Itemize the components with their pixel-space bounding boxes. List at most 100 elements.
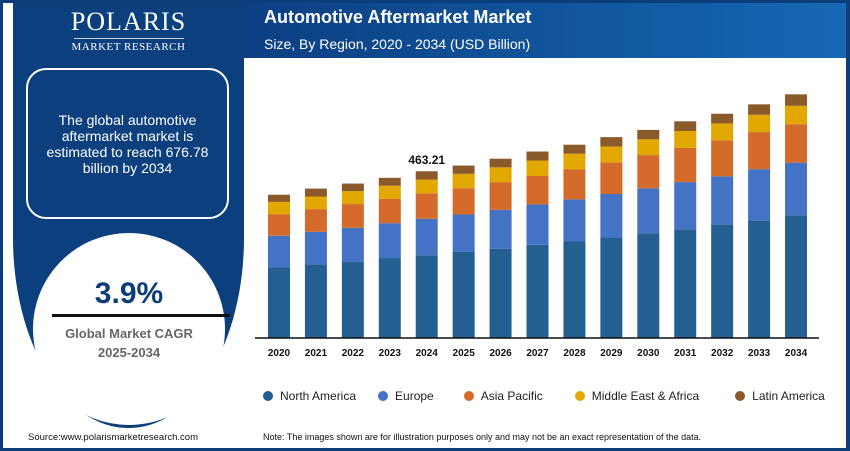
legend: North America Europe Asia Pacific Middle Ea… — [263, 389, 825, 403]
note-text: Note: The images shown are for illustrat… — [263, 432, 702, 442]
stacked-bar-chart: 2020 2021 2022 2023 2024 463.21 2025 2026 2027 20… — [255, 94, 819, 359]
legend-item: Europe — [378, 389, 434, 403]
bar-north-america-2034 — [785, 215, 808, 338]
legend-swatch — [574, 391, 585, 401]
x-tick-label: 2033 — [748, 348, 771, 359]
summary-box: The global automotive aftermarket market… — [26, 68, 229, 219]
legend-label: North America — [280, 389, 357, 403]
bar-latin-america-2031 — [674, 121, 697, 131]
bar-middle-east-africa-2033 — [748, 114, 771, 133]
bar-latin-america-2028 — [563, 144, 586, 154]
bar-middle-east-africa-2031 — [674, 131, 697, 148]
bar-north-america-2023 — [378, 258, 401, 338]
bar-europe-2022 — [341, 227, 364, 263]
bar-middle-east-africa-2027 — [526, 160, 549, 176]
bar-latin-america-2029 — [600, 137, 623, 147]
divider — [52, 314, 230, 317]
bar-north-america-2030 — [637, 233, 660, 338]
bar-latin-america-2021 — [304, 188, 327, 197]
bar-asia-pacific-2021 — [304, 209, 327, 232]
bar-latin-america-2024 — [415, 171, 438, 180]
legend-label: Asia Pacific — [480, 389, 543, 403]
bar-north-america-2028 — [563, 241, 586, 338]
x-tick-label: 2022 — [342, 348, 365, 359]
bar-europe-2028 — [563, 199, 586, 242]
legend-item: Latin America — [735, 389, 825, 403]
bar-middle-east-africa-2030 — [637, 139, 660, 156]
x-tick-label: 2029 — [600, 348, 623, 359]
bar-asia-pacific-2028 — [563, 169, 586, 200]
bar-north-america-2020 — [268, 267, 290, 338]
bar-asia-pacific-2022 — [341, 204, 364, 228]
bar-latin-america-2023 — [378, 177, 401, 186]
legend-swatch — [735, 391, 746, 401]
bar-middle-east-africa-2032 — [711, 123, 734, 141]
bar-north-america-2021 — [304, 264, 327, 338]
bar-middle-east-africa-2020 — [268, 201, 290, 215]
bar-europe-2033 — [748, 169, 771, 221]
x-tick-label: 2021 — [305, 348, 328, 359]
bar-middle-east-africa-2022 — [341, 191, 364, 205]
x-tick-label: 2023 — [379, 348, 402, 359]
bar-asia-pacific-2027 — [526, 176, 549, 205]
bar-middle-east-africa-2024 — [415, 179, 438, 194]
bar-asia-pacific-2020 — [268, 214, 290, 236]
cagr-period: 2025-2034 — [97, 345, 161, 360]
x-tick-label: 2024 — [416, 348, 439, 359]
x-tick-label: 2020 — [268, 348, 291, 359]
cagr-circle: 3.9% Global Market CAGR 2025-2034 — [33, 233, 230, 425]
bar-europe-2027 — [526, 204, 549, 245]
x-tick-label: 2027 — [526, 348, 549, 359]
x-tick-label: 2025 — [453, 348, 476, 359]
bar-asia-pacific-2030 — [637, 155, 660, 189]
x-tick-label: 2030 — [637, 348, 660, 359]
bar-middle-east-africa-2028 — [563, 153, 586, 170]
bar-europe-2032 — [711, 176, 734, 225]
bar-north-america-2027 — [526, 244, 549, 338]
bar-europe-2034 — [785, 162, 808, 216]
bar-asia-pacific-2025 — [452, 188, 475, 215]
bar-latin-america-2032 — [711, 113, 734, 124]
bar-north-america-2032 — [711, 224, 734, 338]
legend-label: Europe — [395, 389, 434, 403]
bar-north-america-2022 — [341, 262, 364, 338]
x-tick-label: 2031 — [674, 348, 697, 359]
legend-swatch — [463, 391, 474, 401]
bar-middle-east-africa-2034 — [785, 105, 808, 125]
bar-europe-2024 — [415, 218, 438, 256]
legend-item: Asia Pacific — [463, 389, 543, 403]
bar-north-america-2033 — [748, 220, 771, 338]
bar-north-america-2025 — [452, 251, 475, 338]
bar-europe-2029 — [600, 194, 623, 238]
bar-latin-america-2020 — [268, 194, 290, 202]
cagr-label: Global Market CAGR — [65, 326, 193, 341]
bar-europe-2021 — [304, 231, 327, 265]
legend-swatch — [378, 391, 389, 401]
x-tick-label: 2032 — [711, 348, 734, 359]
bar-asia-pacific-2029 — [600, 162, 623, 194]
bar-asia-pacific-2031 — [674, 147, 697, 183]
bar-north-america-2024 — [415, 255, 438, 338]
bar-asia-pacific-2026 — [489, 182, 512, 210]
polaris-logo: POLARIS MARKET RESEARCH — [70, 7, 187, 54]
bar-north-america-2031 — [674, 229, 697, 338]
bar-asia-pacific-2024 — [415, 193, 438, 219]
legend-label: Latin America — [752, 389, 825, 403]
data-label: 463.21 — [408, 153, 445, 167]
bar-europe-2030 — [637, 188, 660, 234]
bar-middle-east-africa-2026 — [489, 167, 512, 183]
bar-asia-pacific-2032 — [711, 140, 734, 177]
x-tick-label: 2028 — [563, 348, 586, 359]
bar-middle-east-africa-2023 — [378, 185, 401, 199]
bar-latin-america-2022 — [341, 183, 364, 192]
bar-latin-america-2027 — [526, 151, 549, 161]
chart-title: Automotive Aftermarket Market — [264, 7, 532, 27]
source-text: Source:www.polarismarketresearch.com — [28, 432, 199, 443]
bar-europe-2026 — [489, 209, 512, 249]
bar-middle-east-africa-2025 — [452, 173, 475, 189]
legend-label: Middle East & Africa — [591, 389, 700, 403]
bar-latin-america-2026 — [489, 158, 512, 168]
left-panel: POLARIS MARKET RESEARCH The global autom… — [13, 0, 244, 428]
legend-item: North America — [263, 389, 356, 403]
bar-latin-america-2033 — [748, 104, 771, 115]
